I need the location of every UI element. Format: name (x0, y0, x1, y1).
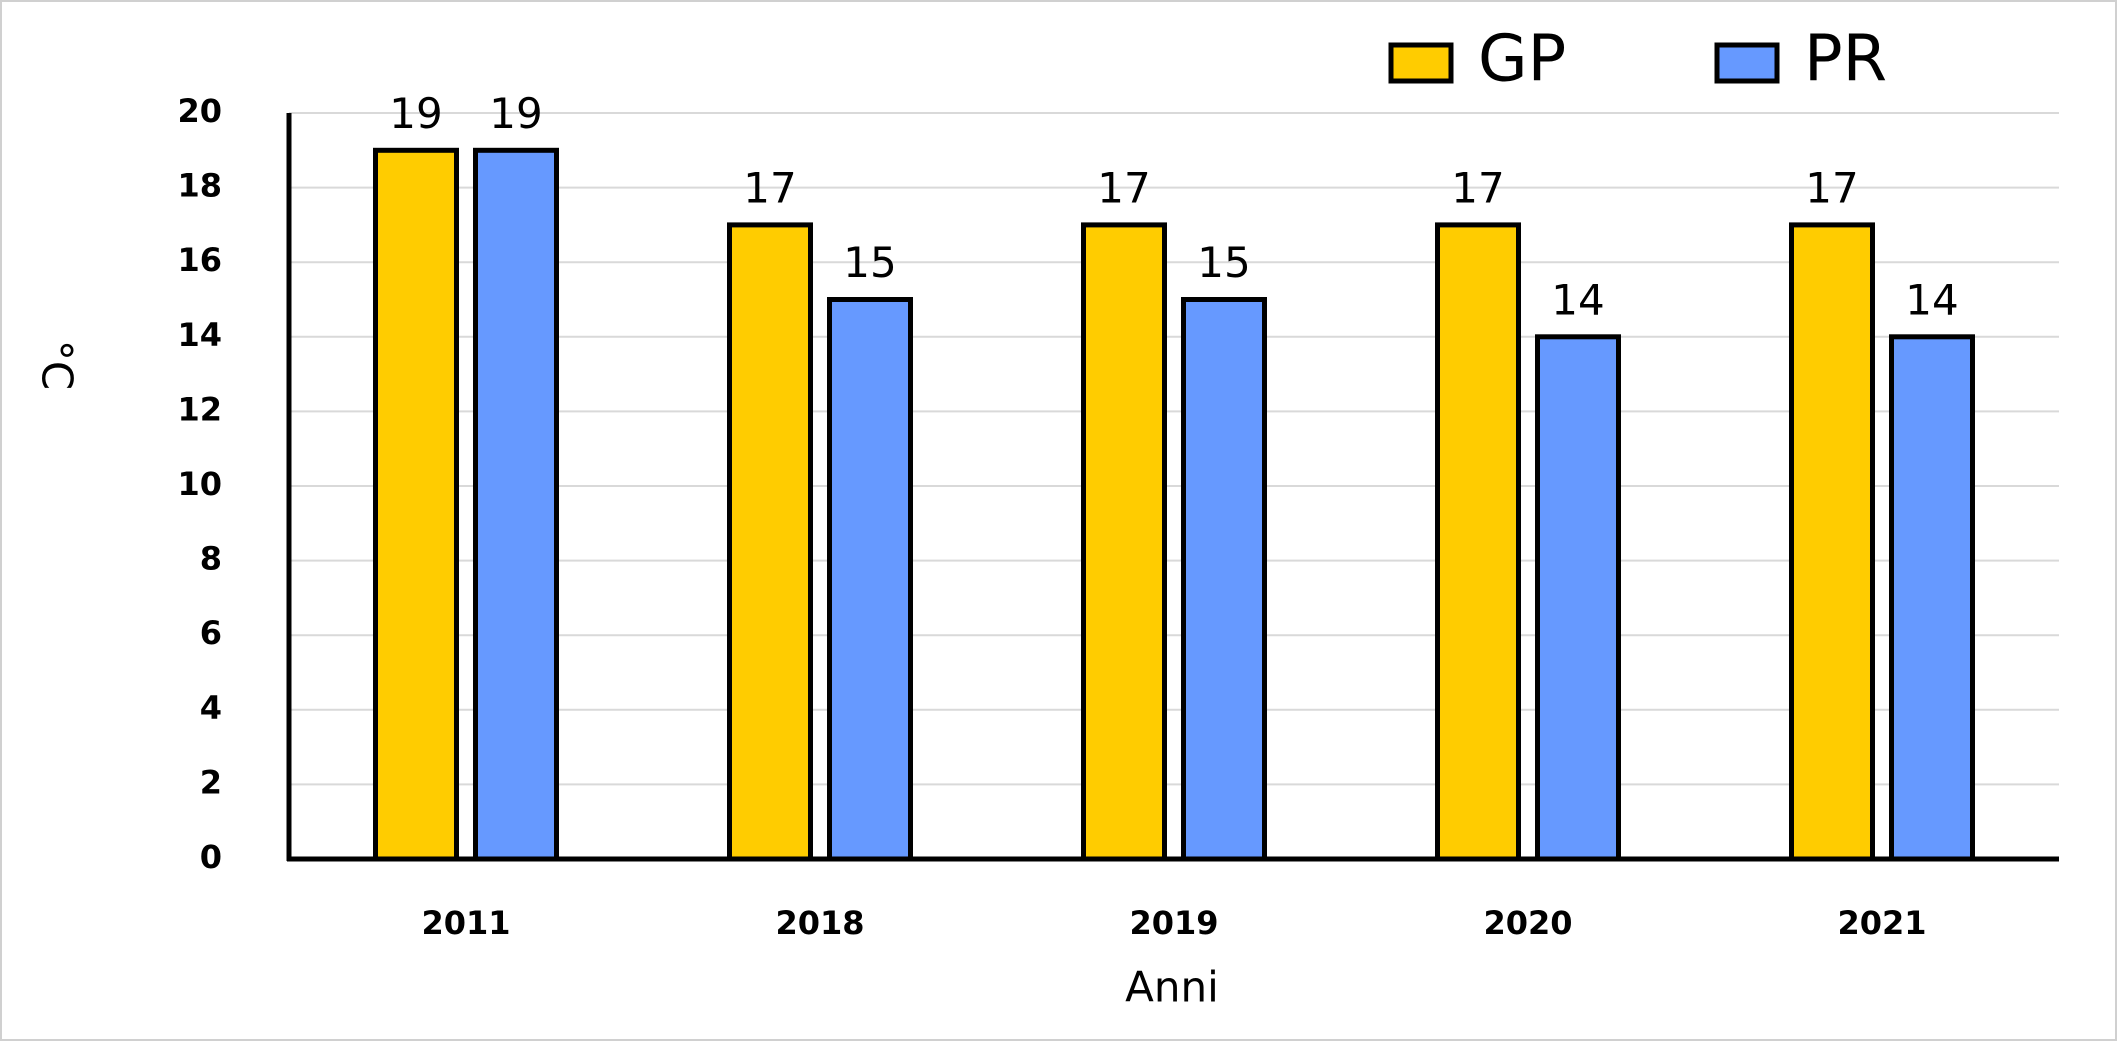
data-label: 19 (489, 89, 542, 138)
data-label: 19 (389, 89, 442, 138)
y-tick-label: 10 (177, 465, 222, 503)
y-tick-label: 16 (177, 241, 222, 279)
data-label: 15 (843, 238, 896, 287)
y-tick-label: 14 (177, 316, 222, 354)
data-label: 15 (1197, 238, 1250, 287)
legend-swatch (1714, 42, 1780, 84)
y-tick-label: 0 (200, 838, 222, 876)
x-tick-label: 2020 (1483, 904, 1572, 942)
data-label: 17 (1805, 163, 1858, 212)
bar (1181, 297, 1267, 862)
bar (1789, 222, 1875, 862)
x-tick-label: 2011 (421, 904, 510, 942)
bar (1081, 222, 1167, 862)
x-tick-label: 2021 (1837, 904, 1926, 942)
bar (1889, 334, 1975, 862)
legend-label: PR (1804, 23, 1887, 97)
y-tick-label: 4 (200, 689, 222, 727)
y-tick-label: 6 (200, 614, 222, 652)
data-label: 17 (1097, 163, 1150, 212)
bar (827, 297, 913, 862)
x-tick-label: 2019 (1129, 904, 1218, 942)
data-label: 17 (743, 163, 796, 212)
y-tick-label: 20 (177, 92, 222, 130)
bar (373, 147, 459, 862)
x-axis-label: Anni (1125, 963, 1219, 1012)
data-label: 17 (1451, 163, 1504, 212)
x-tick-label: 2018 (775, 904, 864, 942)
y-tick-label: 18 (177, 167, 222, 205)
bar (727, 222, 813, 862)
y-tick-label: 12 (177, 390, 222, 428)
bar (1435, 222, 1521, 862)
bar (1535, 334, 1621, 862)
bar (473, 147, 559, 862)
y-tick-label: 2 (200, 763, 222, 801)
legend-label: GP (1478, 23, 1566, 97)
y-axis-label: °C (33, 340, 82, 390)
y-tick-label: 8 (200, 540, 222, 578)
legend-swatch (1388, 42, 1454, 84)
data-label: 14 (1905, 275, 1958, 324)
data-label: 14 (1551, 275, 1604, 324)
